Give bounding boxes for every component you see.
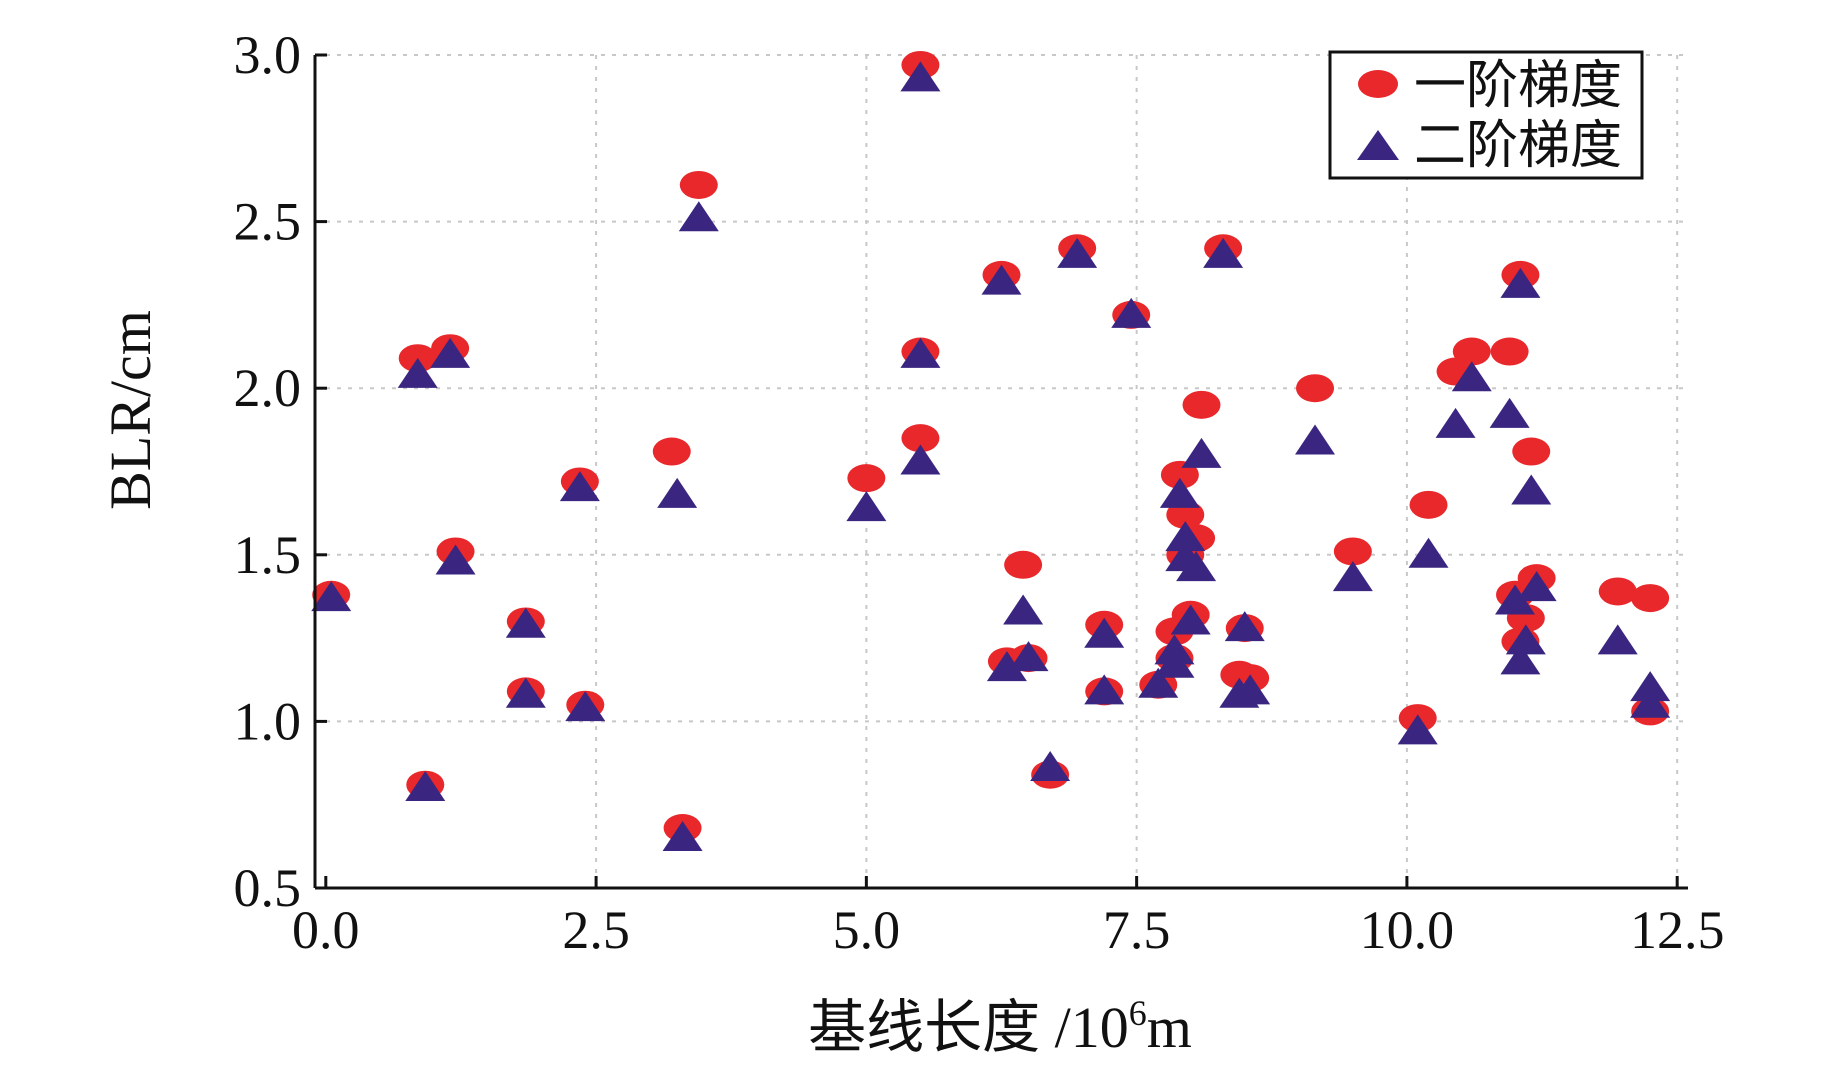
x-tick-label: 10.0 [1360,900,1455,960]
legend-label-first-order: 一阶梯度 [1414,58,1622,115]
legend-marker-first-order [1358,70,1398,98]
x-tick-label: 0.0 [292,900,360,960]
first-order-point [1490,337,1529,366]
first-order-point [679,170,718,199]
second-order-point [1084,674,1125,705]
second-order-point [1505,624,1546,655]
second-order-point [1224,611,1265,642]
second-order-point [678,201,719,232]
second-order-point [1630,687,1671,718]
second-order-point [1516,571,1557,602]
second-order-point [1332,561,1373,592]
legend: 一阶梯度 二阶梯度 [1328,50,1644,180]
second-order-point [900,444,941,475]
x-axis-title-exponent: 6 [1129,993,1147,1033]
second-order-point [1295,424,1336,455]
second-order-point [1170,604,1211,635]
x-tick-label: 5.0 [833,900,901,960]
second-order-point [1008,641,1049,672]
second-order-point [1176,551,1217,582]
second-order-point [1489,397,1530,428]
second-order-point [559,471,600,502]
second-order-point [1165,521,1206,552]
second-order-point [1495,584,1536,615]
first-order-point [1333,537,1372,566]
legend-label-second-order: 二阶梯度 [1414,118,1622,175]
first-order-point [847,464,886,493]
second-order-point [1500,267,1541,298]
second-order-point [1435,407,1476,438]
second-order-point [1154,634,1195,665]
second-order-point [565,691,606,722]
second-order-point [900,61,941,92]
second-order-point [1500,644,1541,675]
second-order-point [1630,671,1671,702]
second-order-point [430,337,471,368]
second-order-point [435,544,476,575]
second-order-point [1084,617,1125,648]
second-order-point [505,677,546,708]
second-order-point [1138,667,1179,698]
second-order-point [1030,751,1071,782]
x-axis-title-main: 基线长度 /10 [808,995,1129,1060]
x-tick-label: 7.5 [1103,900,1171,960]
x-axis-title-unit: m [1147,995,1192,1060]
y-tick-label: 1.0 [234,691,302,751]
first-order-point [901,424,940,453]
y-tick-label: 3.0 [234,25,302,85]
second-order-point [1597,624,1638,655]
first-order-point [652,437,691,466]
legend-marker-second-order [1357,130,1399,160]
axes [313,55,1688,890]
x-tick-label: 12.5 [1630,900,1725,960]
y-tick-label: 2.0 [234,358,302,418]
y-axis-title: BLR/cm [98,310,163,510]
second-order-point [405,771,446,802]
second-order-point [1397,714,1438,745]
second-order-point [1203,237,1244,268]
x-axis-title: 基线长度 /106m [808,993,1192,1060]
y-tick-label: 1.5 [234,525,302,585]
first-order-point [1182,390,1221,419]
y-tick-label: 2.5 [234,192,302,252]
first-order-point [1452,337,1491,366]
first-order-point [1004,550,1043,579]
first-order-point [1296,374,1335,403]
ticks: 0.5 1.0 1.5 2.0 2.5 3.0 0.0 2.5 5.0 7.5 10.0 12.5 [234,25,1725,960]
second-order-point [662,821,703,852]
first-order-point [1512,437,1551,466]
second-order-point [505,607,546,638]
x-tick-label: 2.5 [562,900,630,960]
first-order-point [1409,490,1448,519]
second-order-point [981,264,1022,295]
second-order-point [1181,437,1222,468]
data-markers [311,50,1671,852]
second-order-point [1057,237,1098,268]
second-order-point [1159,477,1200,508]
second-order-point [1111,297,1152,328]
second-order-point [1003,594,1044,625]
second-order-point [1451,361,1492,392]
second-order-point [1511,474,1552,505]
second-order-point [900,337,941,368]
second-order-point [986,651,1027,682]
second-order-point [311,581,352,612]
first-order-point [1598,577,1637,606]
second-order-point [846,491,887,522]
second-order-point [657,477,698,508]
second-order-point [1230,674,1271,705]
second-order-point [1408,537,1449,568]
y-tick-label: 0.5 [234,858,302,918]
first-order-point [1631,584,1670,613]
grid [315,54,1688,888]
second-order-point [397,357,438,388]
